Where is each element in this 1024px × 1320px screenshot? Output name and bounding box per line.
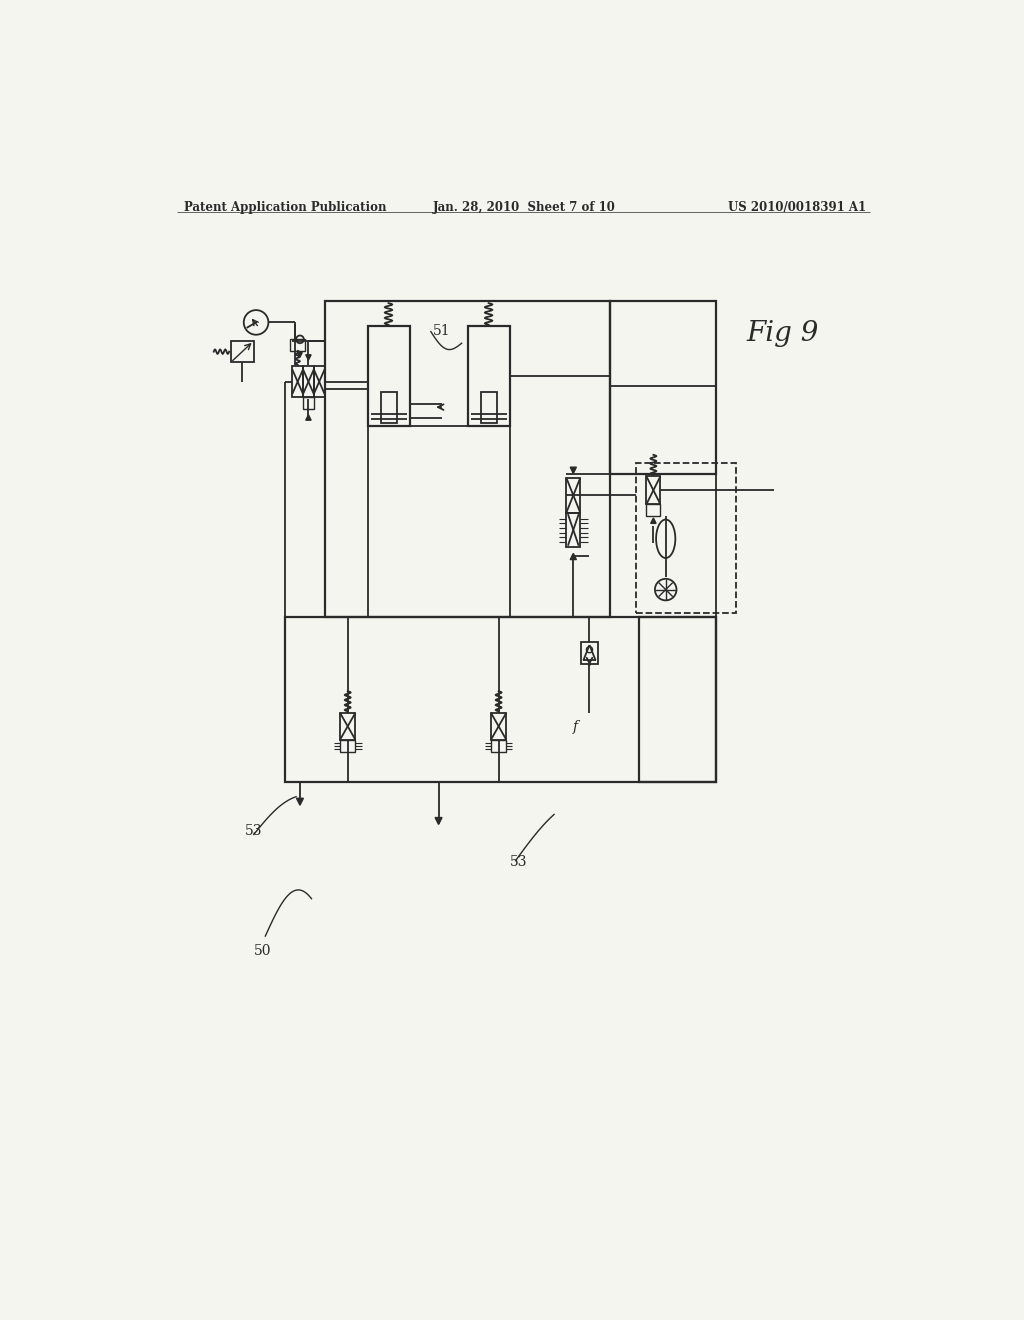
Bar [490,739,506,752]
Bar [609,301,716,474]
Bar [303,397,313,409]
Bar [646,504,660,516]
Text: f: f [573,721,579,734]
Bar [566,478,581,512]
Bar [285,616,716,781]
Text: Fig 9: Fig 9 [746,321,819,347]
Bar [313,367,325,397]
Text: US 2010/0018391 A1: US 2010/0018391 A1 [728,201,866,214]
Polygon shape [570,553,577,560]
Bar [581,642,598,664]
Bar [566,512,581,548]
Bar [230,341,254,363]
Bar [481,392,497,422]
Bar [303,367,313,397]
Text: 53: 53 [245,825,262,838]
Bar [490,713,506,739]
Polygon shape [306,414,311,420]
Bar [290,339,305,351]
Polygon shape [435,817,442,825]
Polygon shape [650,517,656,524]
Bar [636,462,736,612]
Bar [639,616,716,781]
Text: 51: 51 [432,323,450,338]
Bar [368,326,410,426]
Bar [340,739,355,752]
Bar [292,367,303,397]
Text: Jan. 28, 2010  Sheet 7 of 10: Jan. 28, 2010 Sheet 7 of 10 [433,201,616,214]
Polygon shape [570,467,577,474]
Bar [325,301,609,616]
Bar [468,326,510,426]
Polygon shape [298,352,302,358]
Bar [381,392,396,422]
Text: 53: 53 [509,855,527,870]
Text: Patent Application Publication: Patent Application Publication [184,201,387,214]
Polygon shape [297,799,303,805]
Bar [646,477,660,504]
Polygon shape [306,355,311,360]
Text: 50: 50 [254,944,271,958]
Bar [340,713,355,739]
Bar [368,426,510,616]
